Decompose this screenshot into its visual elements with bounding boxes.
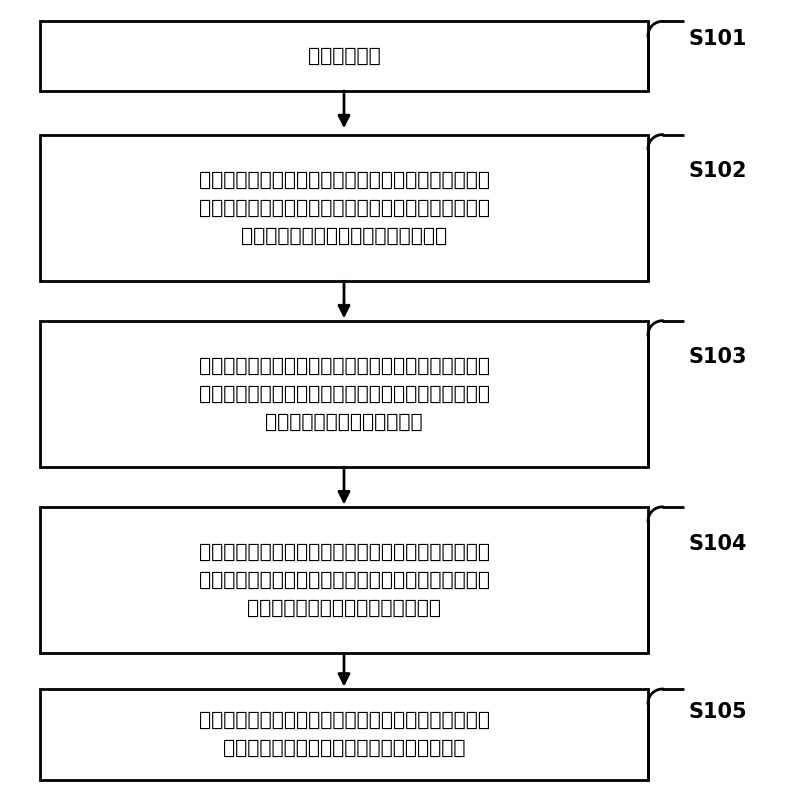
Text: S103: S103: [688, 348, 746, 367]
Text: 设定搜索参数: 设定搜索参数: [308, 47, 380, 66]
Text: 输入质谱数据，利用集群中的多个处理器进程对质谱数
据按照实验母离子质量排序，将排序后的质谱数据按顺
序存储到多个谱图数据块当中: 输入质谱数据，利用集群中的多个处理器进程对质谱数 据按照实验母离子质量排序，将排…: [198, 356, 490, 432]
Text: S105: S105: [688, 702, 746, 722]
Text: S104: S104: [688, 534, 746, 554]
Text: 汇总鉴定结果，利用鉴定到的肽序列查找对应的蛋白质
序列，进行肽到蛋白质的推断，生成输出文件: 汇总鉴定结果，利用鉴定到的肽序列查找对应的蛋白质 序列，进行肽到蛋白质的推断，生…: [198, 711, 490, 758]
FancyBboxPatch shape: [40, 21, 648, 91]
FancyBboxPatch shape: [40, 321, 648, 467]
FancyBboxPatch shape: [40, 135, 648, 281]
Text: 输入蛋白质序列库，利用集群中的多个处理器进程对蛋
白质序列进行理论鉦切，将得到的肽段按理论母离子质
量进行排序、去冗余、创建索引文件块: 输入蛋白质序列库，利用集群中的多个处理器进程对蛋 白质序列进行理论鉦切，将得到的…: [198, 170, 490, 246]
Text: S102: S102: [688, 162, 746, 181]
Text: S101: S101: [688, 29, 746, 49]
FancyBboxPatch shape: [40, 689, 648, 780]
FancyBboxPatch shape: [40, 507, 648, 653]
Text: 将谱图数据块平均分给各个主进程。每个主进程将分配
给自己谱图数据块按照质量范围从高到低排序，动态指
派给空闲的从进程进行肽谱匹配鉴定: 将谱图数据块平均分给各个主进程。每个主进程将分配 给自己谱图数据块按照质量范围从…: [198, 543, 490, 618]
